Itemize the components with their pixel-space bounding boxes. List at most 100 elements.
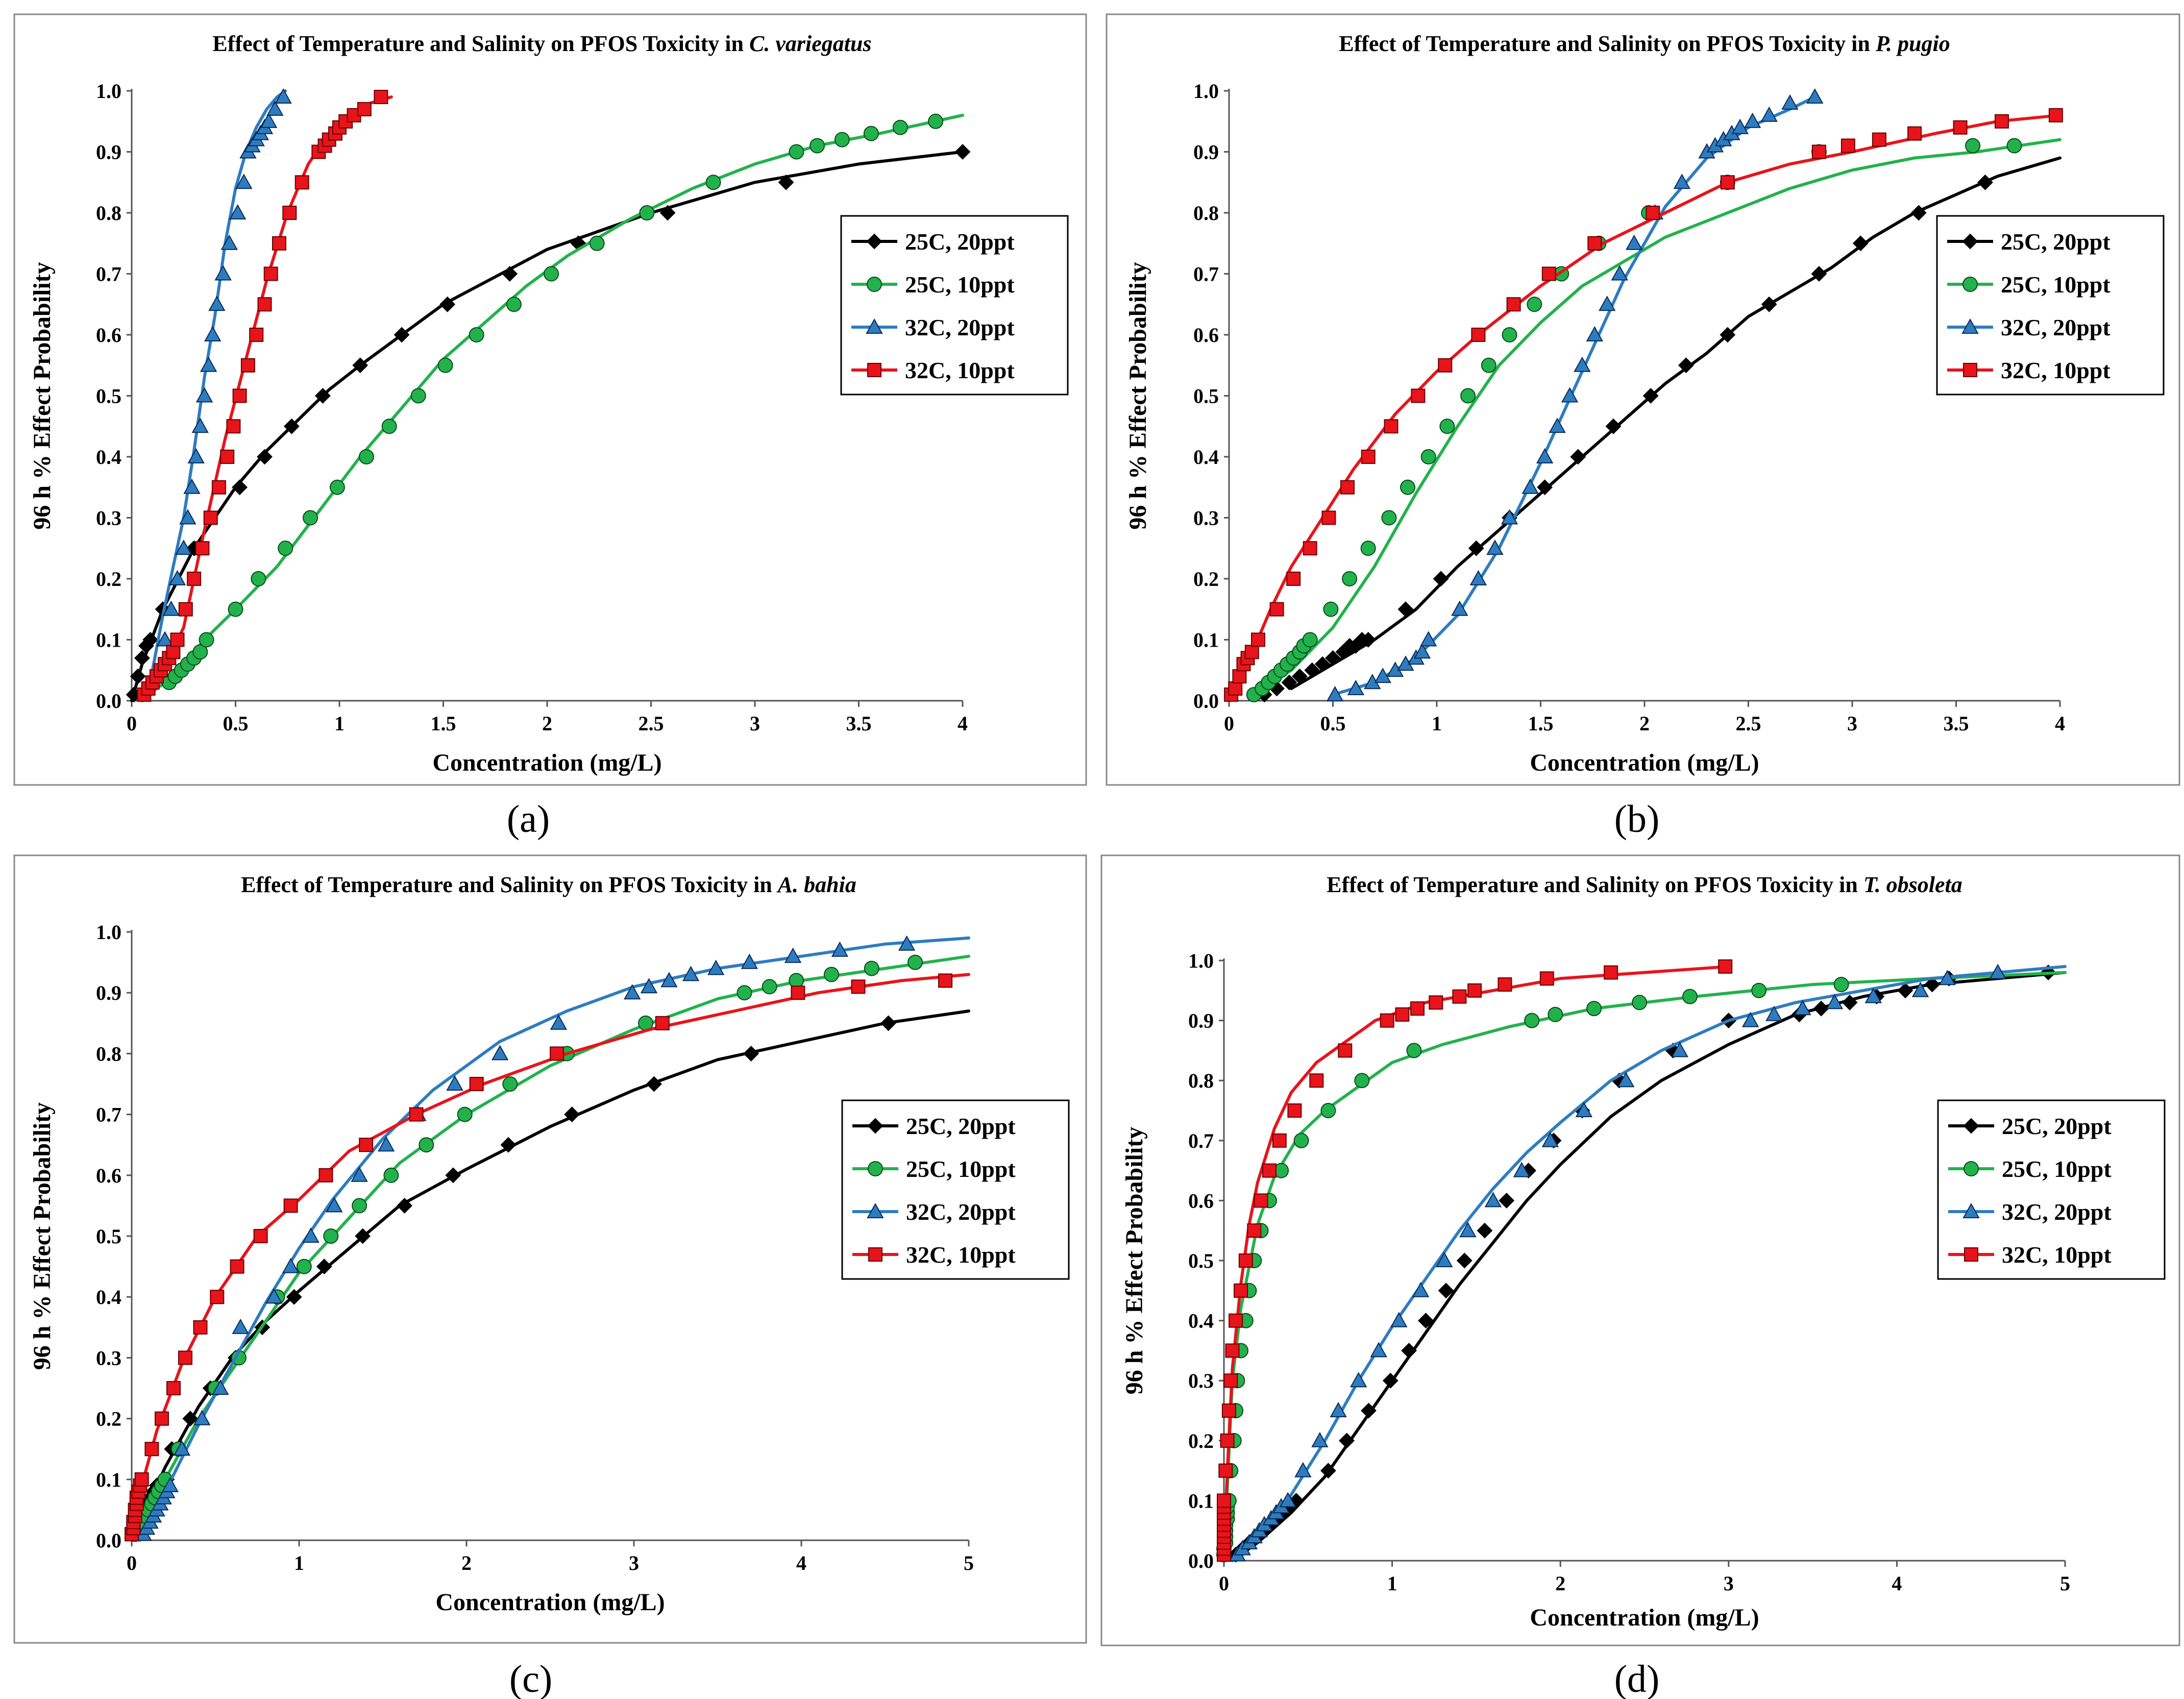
data-point-b-2 (1586, 326, 1603, 341)
data-point-d-1 (1406, 1043, 1422, 1058)
x-tick-label-b: 3.5 (1944, 712, 1969, 735)
data-point-b-0 (1642, 388, 1659, 404)
series-d-3 (1217, 959, 1733, 1562)
x-tick-label-b: 0.5 (1320, 712, 1346, 735)
x-tick-label-d: 5 (2060, 1572, 2070, 1595)
chart-title-text-b: Effect of Temperature and Salinity on PF… (1339, 31, 1876, 56)
data-point-d-0 (1897, 982, 1913, 999)
data-point-c-2 (232, 1318, 249, 1334)
data-point-a-1 (199, 632, 214, 648)
x-tick-label-c: 4 (796, 1552, 806, 1574)
y-tick-label-d: 0.4 (1188, 1310, 1214, 1333)
y-tick-label-a: 0.7 (96, 263, 121, 286)
x-tick-label-c: 1 (294, 1552, 304, 1574)
data-point-c-2 (173, 1440, 191, 1456)
data-point-c-3 (166, 1381, 181, 1395)
data-point-b-3 (1841, 138, 1855, 153)
legend-marker-a-3 (867, 363, 881, 377)
data-point-c-2 (707, 959, 725, 975)
data-point-a-3 (263, 266, 278, 281)
x-tick-label-b: 4 (2055, 712, 2065, 735)
data-point-b-2 (1731, 118, 1749, 134)
x-tick-label-b: 2 (1639, 712, 1650, 735)
data-point-b-0 (1433, 571, 1449, 587)
data-point-b-2 (1574, 356, 1591, 372)
data-point-d-3 (1395, 1007, 1410, 1022)
legend-marker-b-2 (1961, 318, 1979, 334)
plot-a: Effect of Temperature and Salinity on PF… (29, 31, 1069, 776)
data-point-c-0 (880, 1015, 897, 1031)
data-point-c-3 (791, 986, 805, 1000)
data-point-c-3 (318, 1168, 333, 1183)
data-point-c-2 (282, 1258, 300, 1273)
legend-marker-a-2 (866, 318, 883, 334)
y-tick-label-d: 0.5 (1188, 1249, 1214, 1272)
legend-label-b-0: 25C, 20ppt (2001, 229, 2111, 255)
legend-marker-d-2 (1962, 1202, 1980, 1218)
legend-c: 25C, 20ppt 25C, 10ppt 32C, 20ppt 32C, 10ppt (841, 1099, 1070, 1280)
data-point-d-3 (1262, 1163, 1277, 1178)
y-tick-label-a: 0.5 (96, 385, 121, 408)
data-point-b-3 (1244, 645, 1259, 659)
data-point-b-3 (1587, 236, 1602, 251)
data-point-d-0 (1401, 1342, 1417, 1359)
data-point-b-1 (1460, 388, 1476, 404)
data-point-b-0 (1761, 296, 1777, 312)
data-point-c-2 (660, 972, 678, 988)
legend-label-a-0: 25C, 20ppt (905, 229, 1015, 255)
data-point-c-0 (743, 1045, 759, 1062)
data-point-c-3 (851, 979, 866, 994)
y-tick-label-d: 0.1 (1188, 1489, 1214, 1512)
x-tick-label-d: 3 (1724, 1572, 1734, 1595)
data-point-b-3 (1720, 175, 1735, 190)
data-point-b-3 (1811, 144, 1826, 159)
data-point-d-3 (1718, 959, 1733, 974)
data-point-c-3 (193, 1320, 208, 1335)
data-point-a-3 (203, 510, 218, 525)
data-point-a-3 (240, 358, 255, 373)
x-tick-label-b: 1.5 (1528, 712, 1554, 735)
data-point-a-1 (705, 175, 721, 190)
data-point-d-1 (1586, 1001, 1602, 1017)
data-point-c-2 (377, 1136, 395, 1152)
data-point-a-1 (358, 449, 374, 464)
data-point-a-3 (226, 419, 241, 434)
data-point-d-3 (1221, 1403, 1236, 1418)
data-point-b-3 (1269, 602, 1284, 617)
data-point-a-0 (232, 479, 248, 496)
legend-marker-d-3 (1964, 1247, 1978, 1262)
x-tick-label-b: 0 (1224, 712, 1234, 735)
series-line-d-0 (1231, 971, 2067, 1562)
x-tick-label-a: 3.5 (846, 712, 872, 735)
data-point-a-2 (179, 509, 197, 525)
data-point-a-0 (283, 418, 300, 434)
plot-d: Effect of Temperature and Salinity on PF… (1121, 872, 2166, 1631)
legend-marker-c-3 (868, 1247, 882, 1262)
legend-marker-b-1 (1962, 277, 1978, 292)
data-point-d-1 (1632, 995, 1648, 1011)
data-point-c-3 (178, 1350, 192, 1365)
x-tick-label-c: 5 (964, 1552, 974, 1574)
data-point-a-0 (439, 296, 456, 312)
data-point-b-2 (1486, 539, 1504, 555)
data-point-b-0 (1537, 479, 1553, 496)
legend-label-c-1: 25C, 10ppt (906, 1156, 1016, 1182)
panel-b-border (1106, 13, 2180, 786)
data-point-b-0 (1570, 449, 1586, 465)
data-point-c-3 (359, 1138, 374, 1152)
data-point-c-1 (296, 1259, 312, 1274)
data-point-c-2 (265, 1288, 283, 1304)
data-point-d-3 (1218, 1463, 1233, 1478)
x-axis-label-b: Concentration (mg/L) (1530, 749, 1759, 776)
panel-label-d: (d) (1614, 1658, 1660, 1699)
chart-title-c: Effect of Temperature and Salinity on PF… (241, 872, 856, 897)
chart-title-species-a: C. variegatus (749, 31, 872, 56)
data-point-c-3 (550, 1046, 565, 1061)
data-point-d-0 (1813, 1000, 1829, 1017)
data-point-a-0 (314, 388, 331, 404)
data-point-c-2 (351, 1166, 368, 1182)
y-tick-label-b: 0.7 (1193, 263, 1219, 286)
data-point-c-3 (938, 973, 953, 988)
data-point-b-0 (1678, 357, 1694, 374)
data-point-d-2 (1575, 1101, 1592, 1117)
